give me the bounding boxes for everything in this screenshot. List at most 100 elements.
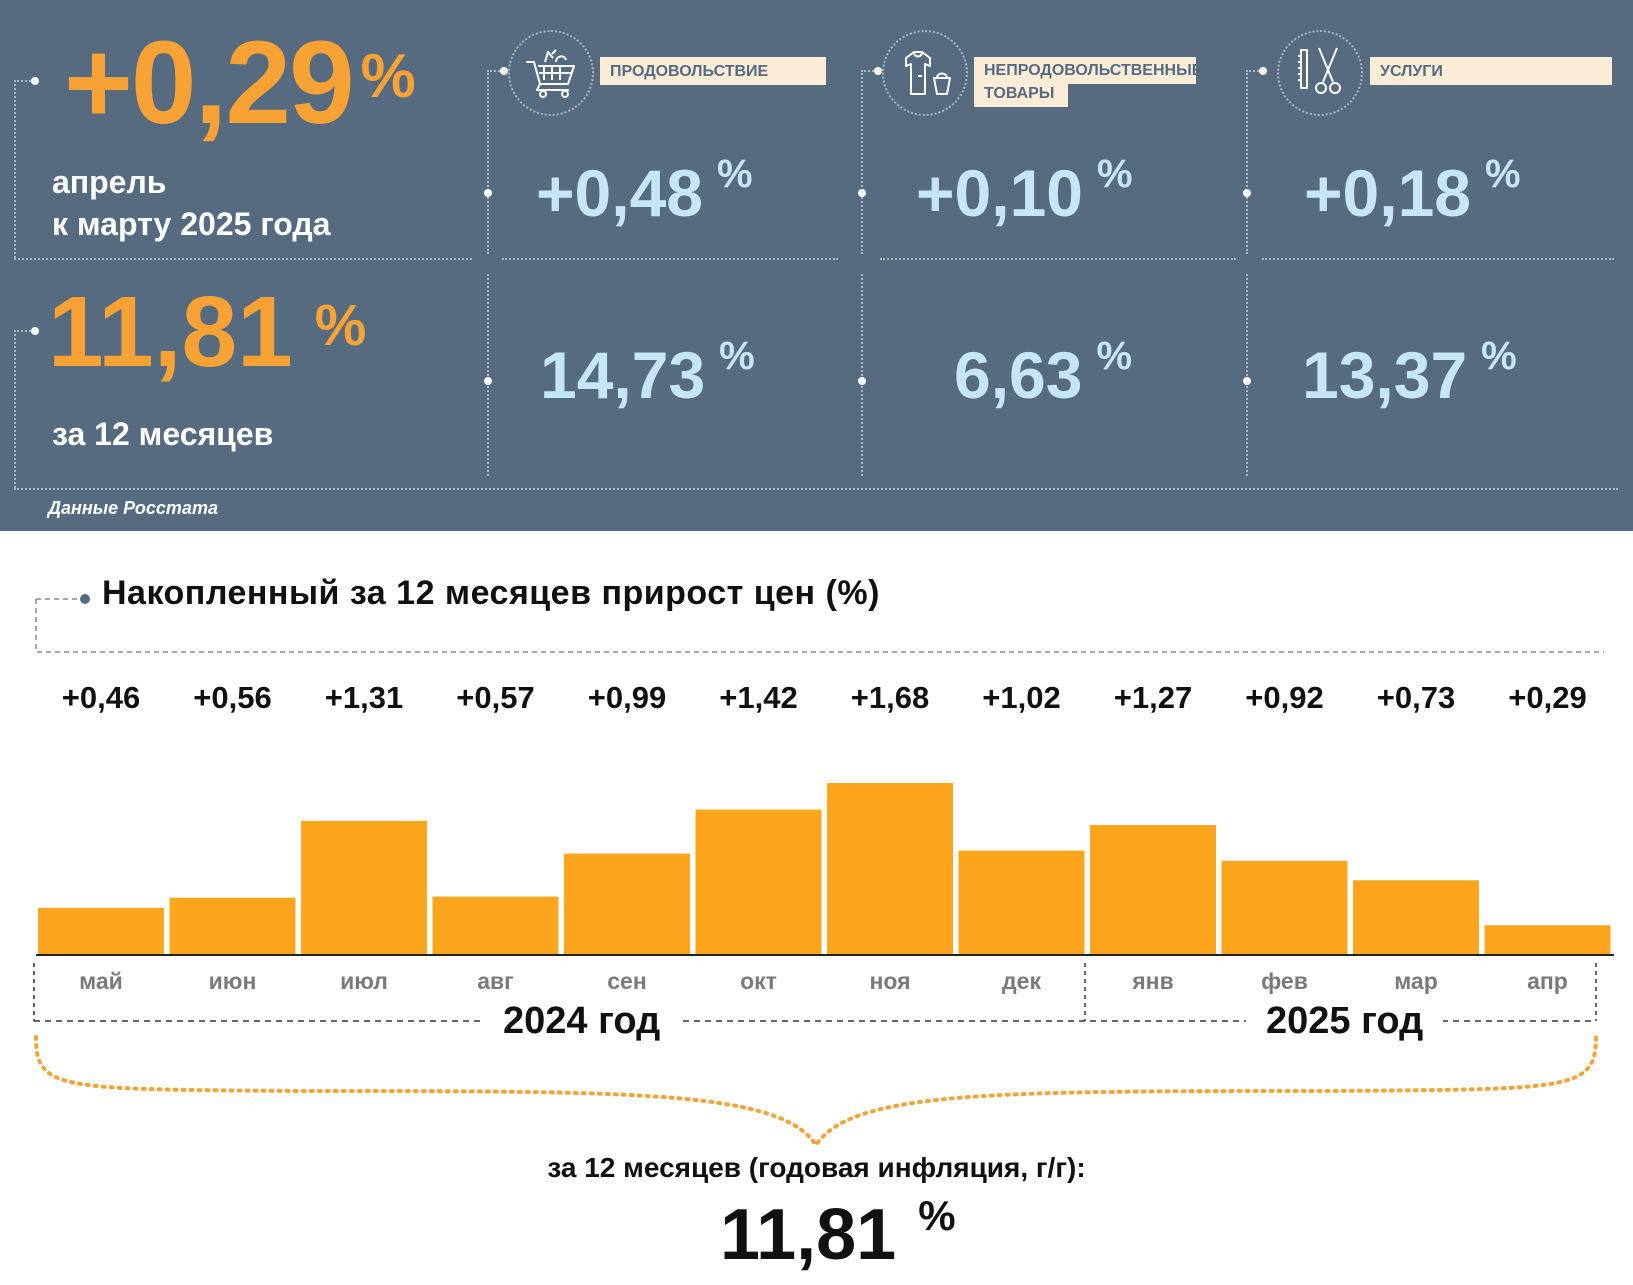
- value-label: +1,27: [1113, 680, 1193, 715]
- bullet-dot: [31, 77, 39, 85]
- bullet-dot: [858, 377, 866, 385]
- annual-summary-label: за 12 месяцев (годовая инфляция, г/г):: [547, 1152, 1086, 1183]
- services-annual-value: 13,37%: [1302, 334, 1517, 412]
- percent-sign: %: [1096, 334, 1133, 378]
- divider: [487, 70, 489, 254]
- source-note: Данные Росстата: [48, 498, 218, 518]
- divider: [14, 330, 16, 488]
- bar-июл: [301, 820, 427, 955]
- divider: [14, 80, 34, 82]
- percent-sign: %: [1485, 152, 1521, 196]
- divider: [14, 258, 472, 260]
- divider: [487, 274, 489, 476]
- divider: [1246, 274, 1248, 476]
- month-tick-label: авг: [477, 968, 514, 994]
- annual-inflation-value: 11,81%: [48, 276, 367, 388]
- services-monthly-value: +0,18%: [1304, 152, 1521, 230]
- month-tick-label: ноя: [869, 968, 911, 994]
- monthly-label-line2: к марту 2025 года: [52, 206, 331, 242]
- chart-canvas: [33, 594, 1614, 1149]
- value-label: +0,92: [1245, 680, 1324, 715]
- divider: [861, 70, 863, 254]
- divider: [14, 488, 1618, 490]
- divider: [487, 70, 503, 72]
- summary-panel: +0,29% апрель к марту 2025 года 11,81% з…: [0, 0, 1633, 531]
- month-tick-label: фев: [1261, 968, 1308, 994]
- chart-title: Накопленный за 12 месяцев прирост цен (%…: [102, 574, 880, 612]
- divider: [502, 258, 838, 260]
- category-label-services: УСЛУГИ: [1370, 57, 1612, 85]
- value-label: +0,73: [1376, 680, 1456, 715]
- year-label-2025: 2025 год: [1246, 1000, 1444, 1043]
- percent-sign: %: [1097, 152, 1133, 196]
- month-tick-label: окт: [740, 968, 777, 994]
- bar-дек: [958, 850, 1085, 955]
- percent-sign: %: [719, 334, 755, 378]
- month-tick-label: май: [79, 968, 123, 994]
- month-tick-label: дек: [1002, 968, 1041, 994]
- bar-сен: [564, 853, 690, 955]
- divider: [1246, 70, 1248, 254]
- shopping-cart-icon: [508, 30, 594, 116]
- divider: [1246, 70, 1262, 72]
- category-label-nonfood: НЕПРОДОВОЛЬСТВЕННЫЕ: [974, 57, 1202, 84]
- divider: [14, 330, 34, 332]
- bullet-dot: [874, 67, 882, 75]
- title-bullet: [80, 594, 90, 604]
- value-label: +0,46: [61, 680, 141, 715]
- percent-sign: %: [314, 293, 367, 358]
- divider: [1262, 258, 1614, 260]
- month-tick-label: янв: [1132, 968, 1174, 994]
- year-label-2024: 2024 год: [483, 1000, 681, 1043]
- value-label: +1,02: [982, 680, 1061, 715]
- bullet-dot: [858, 189, 866, 197]
- bar-май: [38, 907, 164, 955]
- bullet-dot: [1243, 377, 1251, 385]
- food-annual-value: 14,73%: [540, 334, 755, 412]
- value-label: +1,68: [850, 680, 930, 715]
- percent-sign: %: [717, 152, 753, 196]
- bullet-dot: [484, 377, 492, 385]
- nonfood-monthly-value: +0,10%: [916, 152, 1133, 230]
- month-tick-label: мар: [1394, 968, 1438, 994]
- bullet-dot: [31, 327, 39, 335]
- bullet-dot: [500, 67, 508, 75]
- bar-фев: [1221, 860, 1348, 955]
- value-label: +0,57: [456, 680, 535, 715]
- value-label: +1,42: [719, 680, 798, 715]
- bar-авг: [432, 896, 559, 955]
- annual-summary-value: 11,81%: [720, 1192, 956, 1275]
- bars-group: [38, 783, 1611, 955]
- value-label: +0,99: [587, 680, 667, 715]
- category-label-nonfood-line2: ТОВАРЫ: [974, 80, 1068, 107]
- year-bracket: [33, 963, 1597, 1021]
- month-tick-label: июл: [340, 968, 388, 994]
- nonfood-annual-value: 6,63%: [954, 334, 1133, 412]
- month-tick-label: апр: [1527, 968, 1568, 994]
- percent-sign: %: [1481, 334, 1517, 378]
- bullet-dot: [484, 189, 492, 197]
- percent-sign: %: [918, 1192, 956, 1239]
- bar-окт: [695, 809, 822, 955]
- bar-апр: [1484, 925, 1611, 955]
- value-label: +0,56: [193, 680, 272, 715]
- bullet-dot: [1243, 189, 1251, 197]
- annual-label: за 12 месяцев: [52, 416, 274, 452]
- category-label-food: ПРОДОВОЛЬСТВИЕ: [600, 57, 826, 85]
- value-label: +0,29: [1508, 680, 1587, 715]
- month-tick-label: сен: [607, 968, 647, 994]
- food-monthly-value: +0,48%: [536, 152, 753, 230]
- value-label: +1,31: [324, 680, 404, 715]
- divider: [14, 80, 16, 258]
- title-connector: [35, 599, 1604, 653]
- clothing-icon: [882, 30, 968, 116]
- divider: [861, 274, 863, 476]
- scissors-comb-icon: [1277, 30, 1363, 116]
- bar-июн: [169, 897, 296, 955]
- divider: [861, 70, 877, 72]
- monthly-inflation-value: +0,29%: [64, 17, 416, 149]
- percent-sign: %: [360, 42, 416, 111]
- divider: [880, 258, 1236, 260]
- bar-ноя: [827, 783, 953, 955]
- monthly-label-line1: апрель: [52, 164, 167, 200]
